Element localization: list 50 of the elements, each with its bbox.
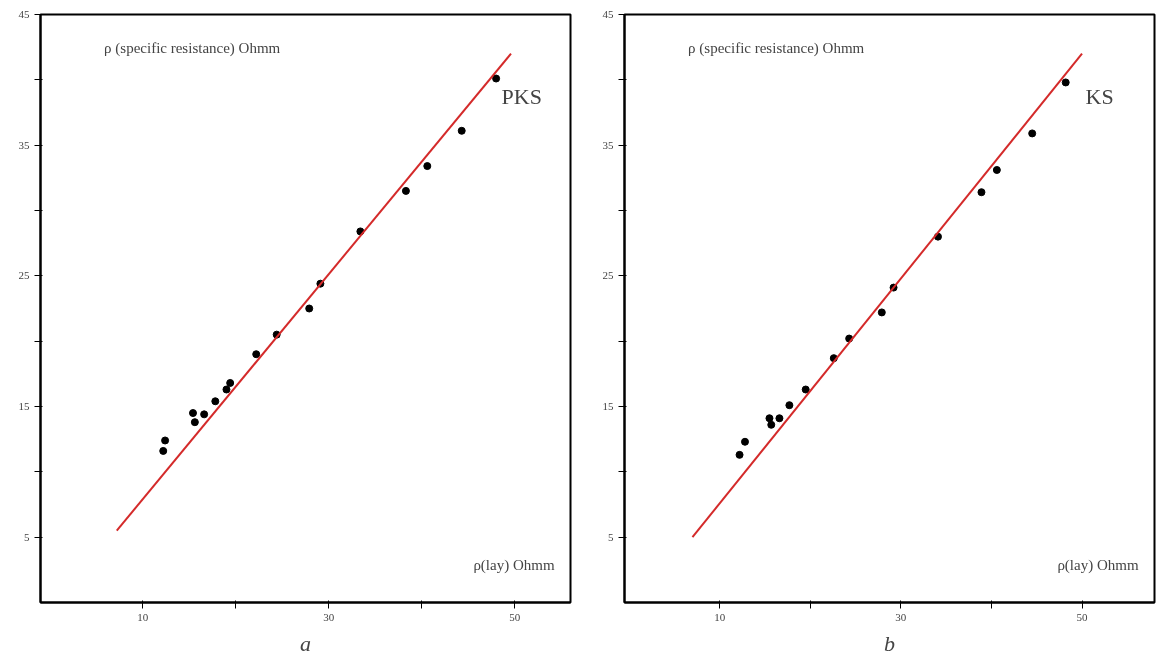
x-tick-label: 30 [895,610,907,623]
annotation: KS [1085,83,1114,109]
x-tick-label: 30 [323,610,335,623]
point [1061,78,1070,87]
y-tick-label: 5 [608,530,614,543]
x-axis-title: ρ(lay) Ohmm [473,557,555,575]
point [775,414,784,423]
y-tick-label: 45 [602,8,614,20]
point [877,308,886,317]
point [222,385,231,394]
point [252,350,261,359]
y-tick-label: 25 [602,269,614,282]
point [785,401,794,410]
point [211,397,220,406]
y-axis-title: ρ (specific resistance) Ohmm [104,39,281,57]
point [767,420,776,429]
point [423,162,432,171]
point [735,450,744,459]
y-axis-title: ρ (specific resistance) Ohmm [688,39,865,57]
text: b [884,630,895,656]
point [226,378,235,387]
point [492,74,501,83]
point [765,414,774,423]
x-tick-label: 50 [1076,610,1089,623]
point [159,446,168,455]
x-tick-label: 10 [714,610,726,623]
point [161,436,170,445]
y-tick-label: 15 [602,400,614,412]
point [741,437,749,446]
x-axis-title: ρ(lay) Ohmm [1057,557,1139,575]
point [977,188,986,197]
y-tick-label: 15 [18,400,30,412]
y-tick-label: 5 [24,530,30,543]
y-tick-label: 35 [18,138,30,151]
x-tick-label: 10 [137,610,149,623]
point [801,385,810,394]
point [188,409,197,418]
point [457,126,466,135]
point [305,304,314,313]
point [190,418,199,427]
point [992,166,1001,174]
y-tick-label: 35 [602,138,614,151]
annotation: PKS [501,83,542,109]
y-tick-label: 25 [18,269,30,282]
point [401,186,410,195]
point [200,410,209,419]
x-tick-label: 50 [509,610,521,623]
point [1028,129,1037,138]
y-tick-label: 45 [18,8,30,20]
text: a [300,630,311,656]
